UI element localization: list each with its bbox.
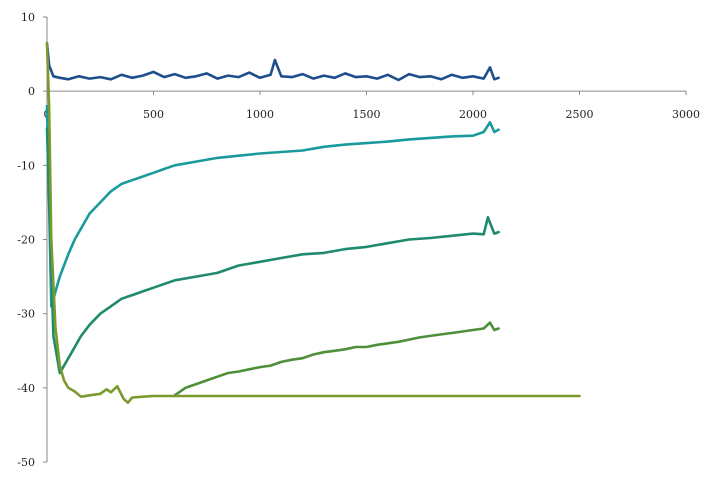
x-tick-label: 1500 <box>353 108 381 121</box>
series-line-5 <box>45 41 581 405</box>
y-tick-label: -20 <box>17 234 35 247</box>
y-tick-label: -30 <box>17 308 35 321</box>
x-tick-label: 3000 <box>672 108 700 121</box>
y-tick-label: -50 <box>17 456 35 469</box>
series-layer <box>45 41 581 405</box>
y-axis: 10 0 -10 -20 -30 -40 -50 <box>17 11 48 469</box>
x-tick-label: 2500 <box>566 108 594 121</box>
series-line-1 <box>45 41 500 82</box>
series-line-4 <box>173 321 500 397</box>
y-tick-label: 10 <box>21 11 35 24</box>
series-line-2 <box>45 104 500 308</box>
series-line-3 <box>45 127 500 375</box>
x-tick-label: 500 <box>143 108 164 121</box>
x-tick-label: 1000 <box>246 108 274 121</box>
y-tick-label: -10 <box>17 159 35 172</box>
y-tick-label: 0 <box>28 85 35 98</box>
x-axis: 0 500 1000 1500 2000 2500 3000 <box>44 90 700 121</box>
x-tick-label: 2000 <box>459 108 487 121</box>
y-tick-label: -40 <box>17 382 35 395</box>
